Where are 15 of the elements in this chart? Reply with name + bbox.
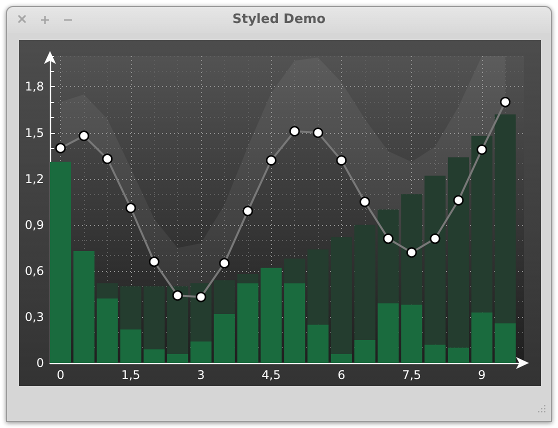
y-tick-label: 0,9 xyxy=(24,218,44,232)
x-tick-label: 1,5 xyxy=(121,368,140,382)
y-tick-label: 1,5 xyxy=(24,126,44,140)
x-tick-label: 4,5 xyxy=(262,368,281,382)
x-tick-label: 6 xyxy=(338,368,346,382)
y-tick-label: 1,8 xyxy=(24,80,44,94)
x-tick-label: 9 xyxy=(478,368,486,382)
chart-title: Styled Demo xyxy=(231,11,327,29)
y-tick-label: 0,6 xyxy=(24,264,44,278)
x-tick-label: 7,5 xyxy=(402,368,422,382)
y-tick-label: 1,2 xyxy=(24,172,44,186)
y-tick-label: 0 xyxy=(36,356,44,370)
x-tick-label: 3 xyxy=(197,368,205,382)
y-tick-label: 0,3 xyxy=(24,310,44,324)
x-tick-label: 0 xyxy=(56,368,64,382)
